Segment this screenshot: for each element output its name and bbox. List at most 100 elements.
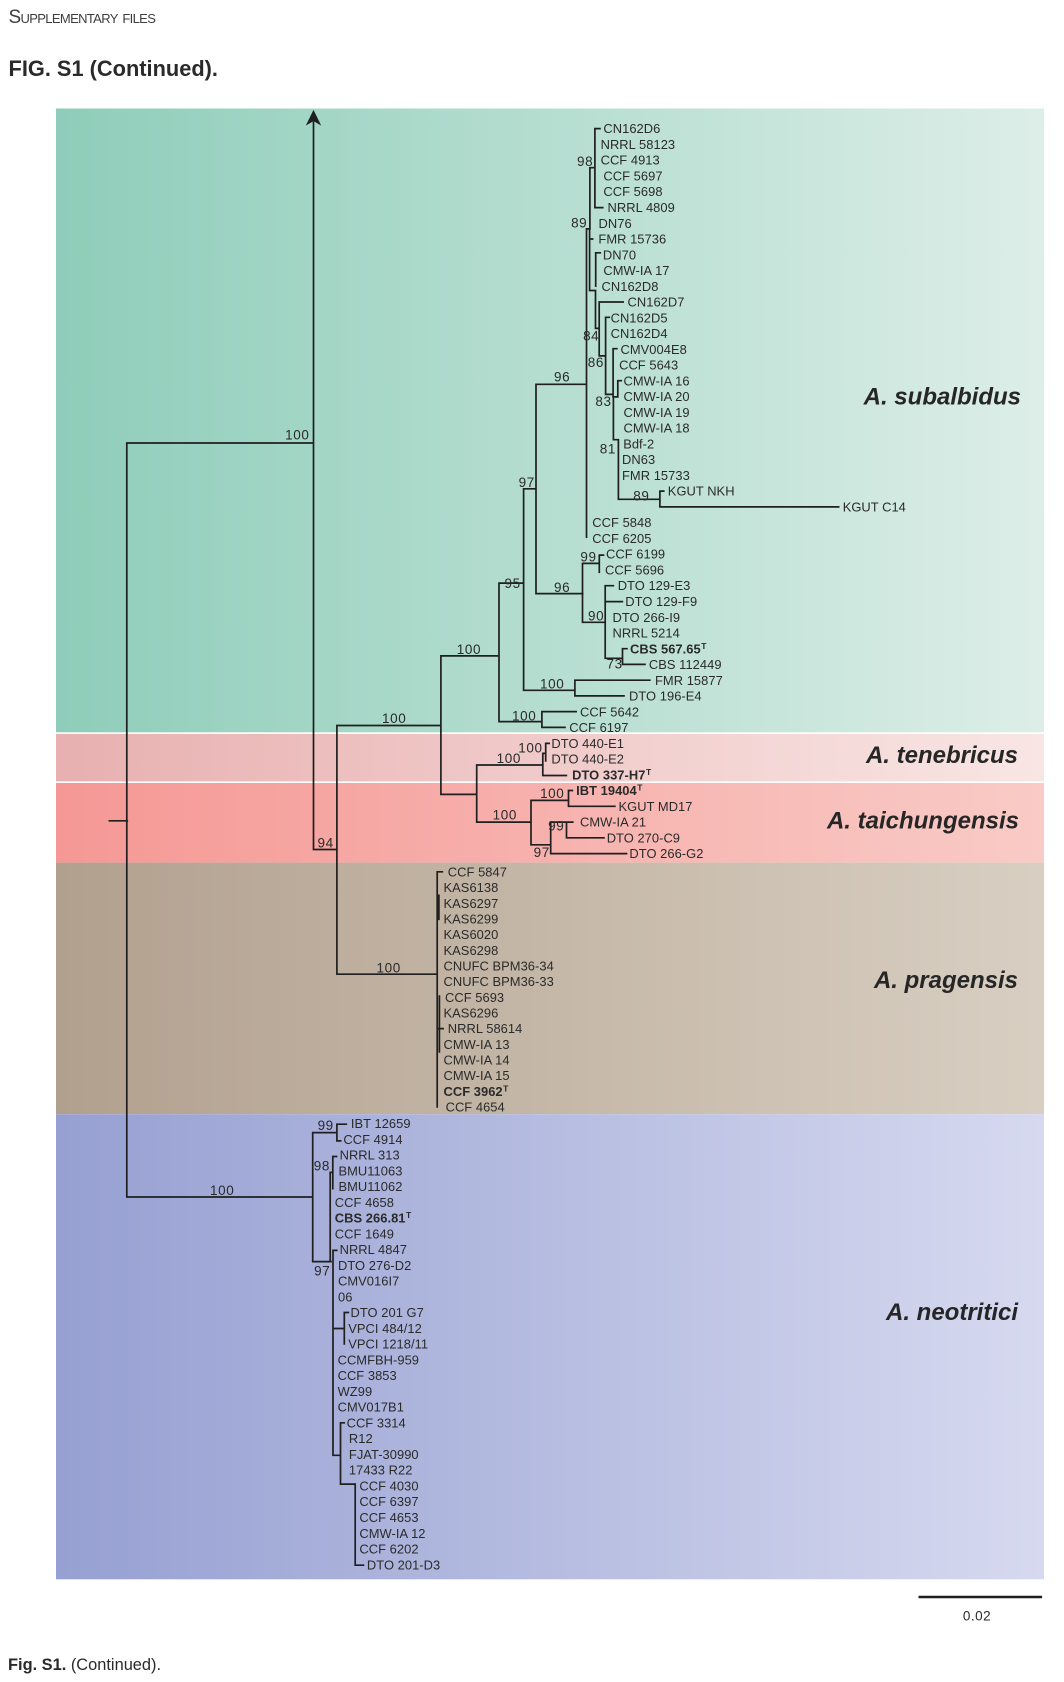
svg-text:CCF 5847: CCF 5847 (448, 864, 507, 879)
svg-text:KAS6297: KAS6297 (444, 896, 499, 911)
svg-text:99: 99 (580, 550, 596, 565)
svg-text:97: 97 (519, 475, 535, 490)
svg-text:CMW-IA 21: CMW-IA 21 (580, 815, 646, 830)
svg-text:CN162D8: CN162D8 (602, 279, 659, 294)
svg-text:CCF 6199: CCF 6199 (606, 547, 665, 562)
svg-text:DTO 266-G2: DTO 266-G2 (629, 846, 703, 861)
svg-text:A. tenebricus: A. tenebricus (865, 742, 1018, 769)
svg-text:CCF 4914: CCF 4914 (343, 1132, 402, 1147)
svg-text:FMR 15877: FMR 15877 (655, 673, 723, 688)
svg-text:CMV017B1: CMV017B1 (338, 1400, 404, 1415)
svg-text:81: 81 (600, 442, 616, 457)
svg-text:CN162D4: CN162D4 (611, 326, 668, 341)
svg-text:CN162D6: CN162D6 (603, 121, 660, 136)
svg-text:DTO 196-E4: DTO 196-E4 (629, 689, 702, 704)
svg-text:100: 100 (512, 709, 536, 724)
svg-text:CCF 5693: CCF 5693 (445, 990, 504, 1005)
svg-text:CMW-IA 18: CMW-IA 18 (624, 421, 690, 436)
svg-text:83: 83 (595, 394, 611, 409)
svg-text:KAS6299: KAS6299 (444, 911, 499, 926)
svg-text:89: 89 (633, 488, 649, 503)
svg-text:CMW-IA 16: CMW-IA 16 (624, 373, 690, 388)
svg-text:KAS6296: KAS6296 (444, 1006, 499, 1021)
svg-text:BMU11062: BMU11062 (339, 1179, 403, 1194)
svg-text:VPCI 484/12: VPCI 484/12 (348, 1321, 422, 1336)
svg-text:97: 97 (314, 1264, 330, 1279)
svg-text:98: 98 (577, 154, 593, 169)
svg-text:KAS6020: KAS6020 (444, 927, 499, 942)
svg-text:CCMFBH-959: CCMFBH-959 (338, 1352, 419, 1367)
svg-text:100: 100 (497, 751, 521, 766)
svg-text:DTO 201 G7: DTO 201 G7 (351, 1305, 424, 1320)
svg-text:BMU11063: BMU11063 (339, 1163, 403, 1178)
svg-text:100: 100 (377, 961, 401, 976)
svg-text:CCF 5697: CCF 5697 (603, 169, 662, 184)
svg-text:R12: R12 (349, 1431, 373, 1446)
svg-text:DN70: DN70 (603, 247, 636, 262)
svg-text:CCF 4658: CCF 4658 (335, 1195, 394, 1210)
svg-text:100: 100 (457, 642, 481, 657)
svg-text:CCF 4654: CCF 4654 (446, 1100, 505, 1115)
svg-text:CCF 3962T: CCF 3962T (444, 1083, 510, 1099)
svg-text:A. pragensis: A. pragensis (873, 967, 1018, 994)
svg-text:FMR 15733: FMR 15733 (622, 468, 690, 483)
svg-text:CMV016I7: CMV016I7 (338, 1274, 399, 1289)
svg-text:A. subalbidus: A. subalbidus (863, 384, 1021, 411)
svg-text:DTO 440-E1: DTO 440-E1 (551, 736, 624, 751)
svg-text:CCF 4653: CCF 4653 (359, 1510, 418, 1525)
svg-text:CBS 266.81T: CBS 266.81T (335, 1210, 412, 1226)
svg-text:73: 73 (607, 657, 623, 672)
svg-text:0.02: 0.02 (963, 1609, 991, 1624)
svg-text:NRRL 4809: NRRL 4809 (608, 200, 675, 215)
svg-text:84: 84 (583, 329, 599, 344)
svg-text:DTO 270-C9: DTO 270-C9 (607, 830, 680, 845)
svg-text:CMW-IA 15: CMW-IA 15 (444, 1068, 510, 1083)
svg-text:CCF 1649: CCF 1649 (335, 1226, 394, 1241)
svg-text:CNUFC BPM36-33: CNUFC BPM36-33 (444, 974, 554, 989)
svg-text:CCF 6397: CCF 6397 (359, 1494, 418, 1509)
svg-text:CCF 3314: CCF 3314 (347, 1415, 406, 1430)
svg-text:CCF 5643: CCF 5643 (619, 358, 678, 373)
svg-text:KAS6298: KAS6298 (444, 943, 499, 958)
svg-text:WZ99: WZ99 (338, 1384, 373, 1399)
svg-text:NRRL 5214: NRRL 5214 (613, 626, 680, 641)
svg-text:CCF 6205: CCF 6205 (592, 531, 651, 546)
svg-text:FMR 15736: FMR 15736 (598, 232, 666, 247)
svg-text:CMW-IA 20: CMW-IA 20 (624, 389, 690, 404)
svg-text:90: 90 (588, 609, 604, 624)
svg-text:CCF 4030: CCF 4030 (359, 1479, 418, 1494)
svg-text:CMW-IA 19: CMW-IA 19 (624, 405, 690, 420)
svg-text:DTO 266-I9: DTO 266-I9 (613, 610, 681, 625)
svg-text:DN76: DN76 (599, 216, 632, 231)
svg-text:NRRL 313: NRRL 313 (340, 1148, 400, 1163)
svg-text:CCF 5848: CCF 5848 (592, 515, 651, 530)
svg-text:100: 100 (210, 1183, 234, 1198)
svg-text:CCF 5696: CCF 5696 (605, 563, 664, 578)
svg-text:17433 R22: 17433 R22 (349, 1463, 413, 1478)
svg-text:100: 100 (285, 428, 309, 443)
svg-text:CCF 5698: CCF 5698 (603, 184, 662, 199)
svg-text:NRRL 4847: NRRL 4847 (340, 1242, 407, 1257)
svg-text:CCF 3853: CCF 3853 (338, 1368, 397, 1383)
svg-text:100: 100 (540, 677, 564, 692)
svg-text:KGUT MD17: KGUT MD17 (619, 799, 693, 814)
svg-text:CMW-IA 13: CMW-IA 13 (444, 1037, 510, 1052)
svg-text:DTO 440-E2: DTO 440-E2 (551, 752, 624, 767)
svg-text:DN63: DN63 (622, 452, 655, 467)
svg-text:100: 100 (518, 741, 542, 756)
svg-text:CCF 5642: CCF 5642 (580, 704, 639, 719)
svg-text:IBT 19404T: IBT 19404T (576, 783, 643, 799)
svg-text:95: 95 (505, 576, 521, 591)
svg-text:96: 96 (554, 370, 570, 385)
svg-text:DTO 129-F9: DTO 129-F9 (625, 594, 697, 609)
svg-text:KAS6138: KAS6138 (444, 880, 499, 895)
svg-text:NRRL 58614: NRRL 58614 (448, 1021, 523, 1036)
svg-text:86: 86 (588, 355, 604, 370)
svg-text:CMW-IA 17: CMW-IA 17 (603, 263, 669, 278)
svg-text:94: 94 (318, 836, 334, 851)
svg-text:A. taichungensis: A. taichungensis (826, 808, 1019, 835)
svg-text:KGUT C14: KGUT C14 (843, 499, 906, 514)
svg-text:DTO 276-D2: DTO 276-D2 (338, 1258, 411, 1273)
svg-text:KGUT NKH: KGUT NKH (668, 484, 735, 499)
svg-text:CN162D7: CN162D7 (628, 295, 685, 310)
